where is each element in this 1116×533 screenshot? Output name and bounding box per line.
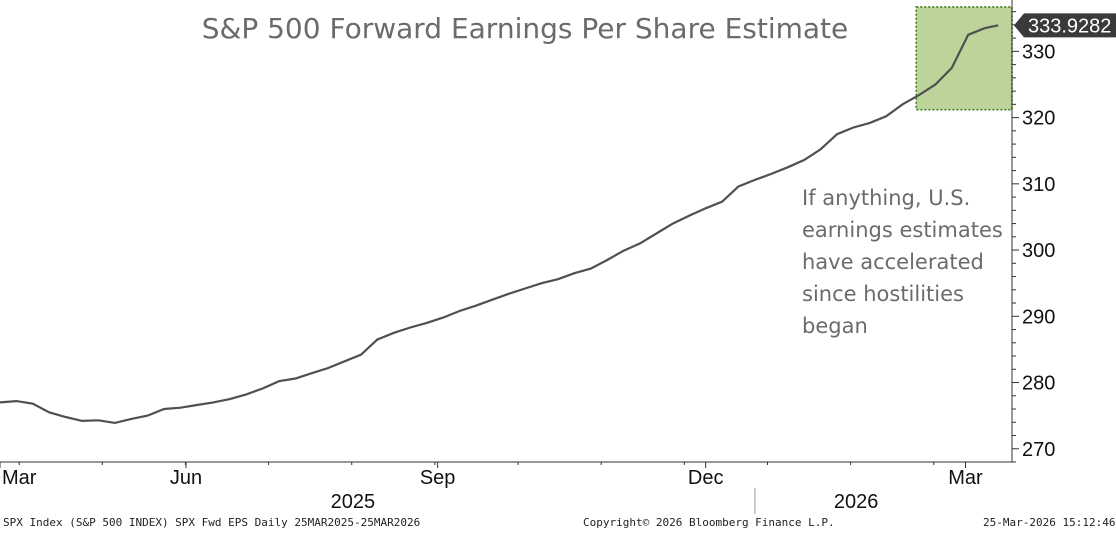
last-value-box (1014, 13, 1116, 38)
annotation-line: have accelerated (802, 250, 984, 274)
y-tick-label: 290 (1022, 306, 1055, 328)
annotation-line: earnings estimates (802, 218, 1003, 242)
annotation-text: If anything, U.S. earnings estimates hav… (802, 182, 1022, 342)
x-tick-label: Dec (688, 467, 724, 489)
last-value-label: 333.9282 (1028, 15, 1111, 37)
footer-timestamp: 25-Mar-2026 15:12:46 (983, 516, 1116, 529)
y-tick-label: 310 (1022, 174, 1055, 196)
footer-copyright: Copyright© 2026 Bloomberg Finance L.P. (583, 516, 835, 529)
x-tick-label: Mar (948, 467, 983, 489)
highlight-box (915, 6, 1013, 111)
series-line-eps (0, 24, 999, 425)
x-tick-label: Mar (2, 467, 37, 489)
y-tick-label: 280 (1022, 373, 1055, 395)
x-tick-label: Jun (170, 467, 202, 489)
annotation-line: If anything, U.S. (802, 186, 971, 210)
x-tick-label: Sep (420, 467, 456, 489)
annotation-line: since hostilities (802, 282, 964, 306)
chart-title: S&P 500 Forward Earnings Per Share Estim… (202, 12, 849, 45)
annotation-line: began (802, 314, 868, 338)
year-label: 2026 (834, 491, 879, 513)
y-tick-label: 270 (1022, 439, 1055, 461)
footer-source: SPX Index (S&P 500 INDEX) SPX Fwd EPS Da… (3, 516, 421, 529)
year-label: 2025 (331, 491, 376, 513)
y-tick-label: 300 (1022, 240, 1055, 262)
last-value-callout: 333.9282 (1014, 13, 1116, 38)
y-tick-label: 330 (1022, 41, 1055, 63)
y-tick-label: 320 (1022, 108, 1055, 130)
